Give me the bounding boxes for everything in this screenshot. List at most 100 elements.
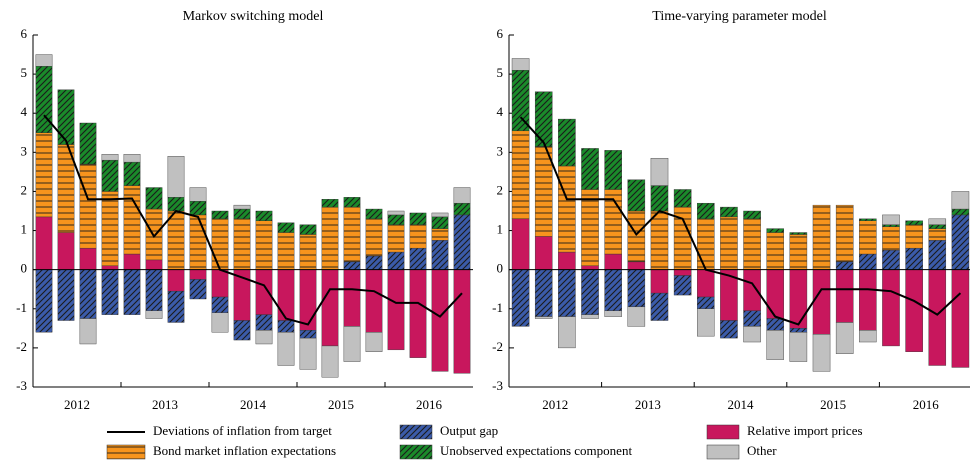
bar-segment	[581, 265, 599, 270]
bar-segment	[123, 154, 141, 163]
y-tick-label: 5	[21, 65, 28, 80]
x-tick-label: 2013	[635, 397, 661, 412]
bar-segment	[697, 269, 715, 298]
bar-segment	[123, 253, 141, 270]
bar-segment	[453, 214, 471, 270]
bar-segment	[905, 224, 923, 249]
y-tick-label: 2	[497, 182, 504, 197]
bar-segment	[882, 224, 900, 227]
bar-segment	[409, 224, 427, 249]
bar-segment	[145, 310, 163, 319]
bar-segment	[743, 210, 761, 220]
bar-segment	[905, 220, 923, 225]
bar-segment	[145, 187, 163, 210]
bar-segment	[233, 208, 251, 220]
bar-segment	[650, 185, 669, 212]
bar-segment	[766, 228, 784, 233]
bar-segment	[743, 326, 761, 343]
bar-segment	[343, 261, 361, 270]
bar-segment	[365, 218, 383, 257]
bar-segment	[35, 54, 53, 67]
bar-segment	[627, 210, 646, 263]
bar-segment	[951, 191, 970, 210]
bar-segment	[835, 204, 854, 263]
bar-segment	[859, 218, 877, 221]
y-tick-label: -2	[492, 339, 503, 354]
bar-segment	[233, 320, 251, 341]
bar-segment	[255, 314, 273, 331]
x-tick-label: 2012	[542, 397, 568, 412]
bar-segment	[233, 204, 251, 210]
bar-segment	[79, 163, 97, 249]
bar-segment	[343, 326, 361, 362]
bar-segment	[511, 130, 530, 220]
bar-segment	[409, 247, 427, 270]
bar-segment	[277, 222, 295, 233]
bar-segment	[167, 156, 185, 198]
bar-segment	[387, 251, 405, 270]
bar-segment	[299, 224, 317, 235]
bar-segment	[79, 122, 97, 165]
bar-segment	[581, 314, 599, 319]
bar-segment	[299, 337, 317, 370]
bar-segment	[859, 330, 877, 343]
bar-segment	[343, 269, 361, 327]
bar-segment	[79, 269, 97, 319]
y-tick-label: 5	[497, 65, 504, 80]
bar-segment	[697, 296, 715, 309]
bar-segment	[743, 310, 761, 327]
bar-segment	[211, 269, 229, 298]
bar-segment	[321, 345, 339, 378]
bar-segment	[321, 199, 339, 208]
bar-segment	[189, 187, 207, 202]
bar-segment	[859, 220, 877, 255]
bar-segment	[766, 318, 784, 331]
bar-segment	[720, 216, 738, 270]
chart-title: Time-varying parameter model	[652, 9, 827, 24]
bar-segment	[277, 332, 295, 366]
bar-segment	[558, 165, 576, 253]
bar-segment	[627, 269, 646, 308]
bar-segment	[581, 189, 599, 266]
x-tick-label: 2016	[913, 397, 940, 412]
bar-segment	[789, 269, 808, 329]
bar-segment	[35, 132, 53, 218]
bar-segment	[321, 206, 339, 270]
bar-segment	[387, 214, 405, 225]
bar-segment	[299, 330, 317, 339]
y-tick-label: -2	[16, 339, 27, 354]
bar-segment	[812, 204, 831, 270]
bar-segment	[101, 154, 119, 161]
bar-segment	[211, 312, 229, 333]
bar-segment	[604, 150, 622, 190]
y-tick-label: -3	[16, 378, 27, 393]
bar-segment	[431, 228, 449, 241]
bar-segment	[859, 253, 877, 270]
bar-segment	[101, 265, 119, 270]
bar-segment	[743, 269, 761, 311]
bar-segment	[299, 269, 317, 331]
bar-segment	[145, 269, 163, 311]
y-tick-label: 3	[497, 143, 504, 158]
bar-segment	[409, 212, 427, 225]
bar-segment	[882, 269, 900, 347]
bar-segment	[650, 210, 669, 270]
line-series	[519, 116, 962, 326]
bar-segment	[277, 320, 295, 333]
bar-segment	[321, 269, 339, 347]
x-tick-label: 2015	[820, 397, 846, 412]
y-tick-label: 4	[21, 104, 28, 119]
bar-segment	[835, 269, 854, 323]
legend-swatch	[706, 444, 740, 460]
bar-segment	[277, 232, 295, 270]
bar-segment	[673, 189, 692, 208]
bar-segment	[720, 206, 738, 218]
x-tick-label: 2013	[152, 397, 178, 412]
bar-segment	[277, 269, 295, 321]
bar-segment	[35, 269, 53, 333]
bar-segment	[255, 220, 273, 270]
bar-segment	[859, 269, 877, 331]
bar-segment	[255, 330, 273, 345]
bar-segment	[835, 322, 854, 354]
